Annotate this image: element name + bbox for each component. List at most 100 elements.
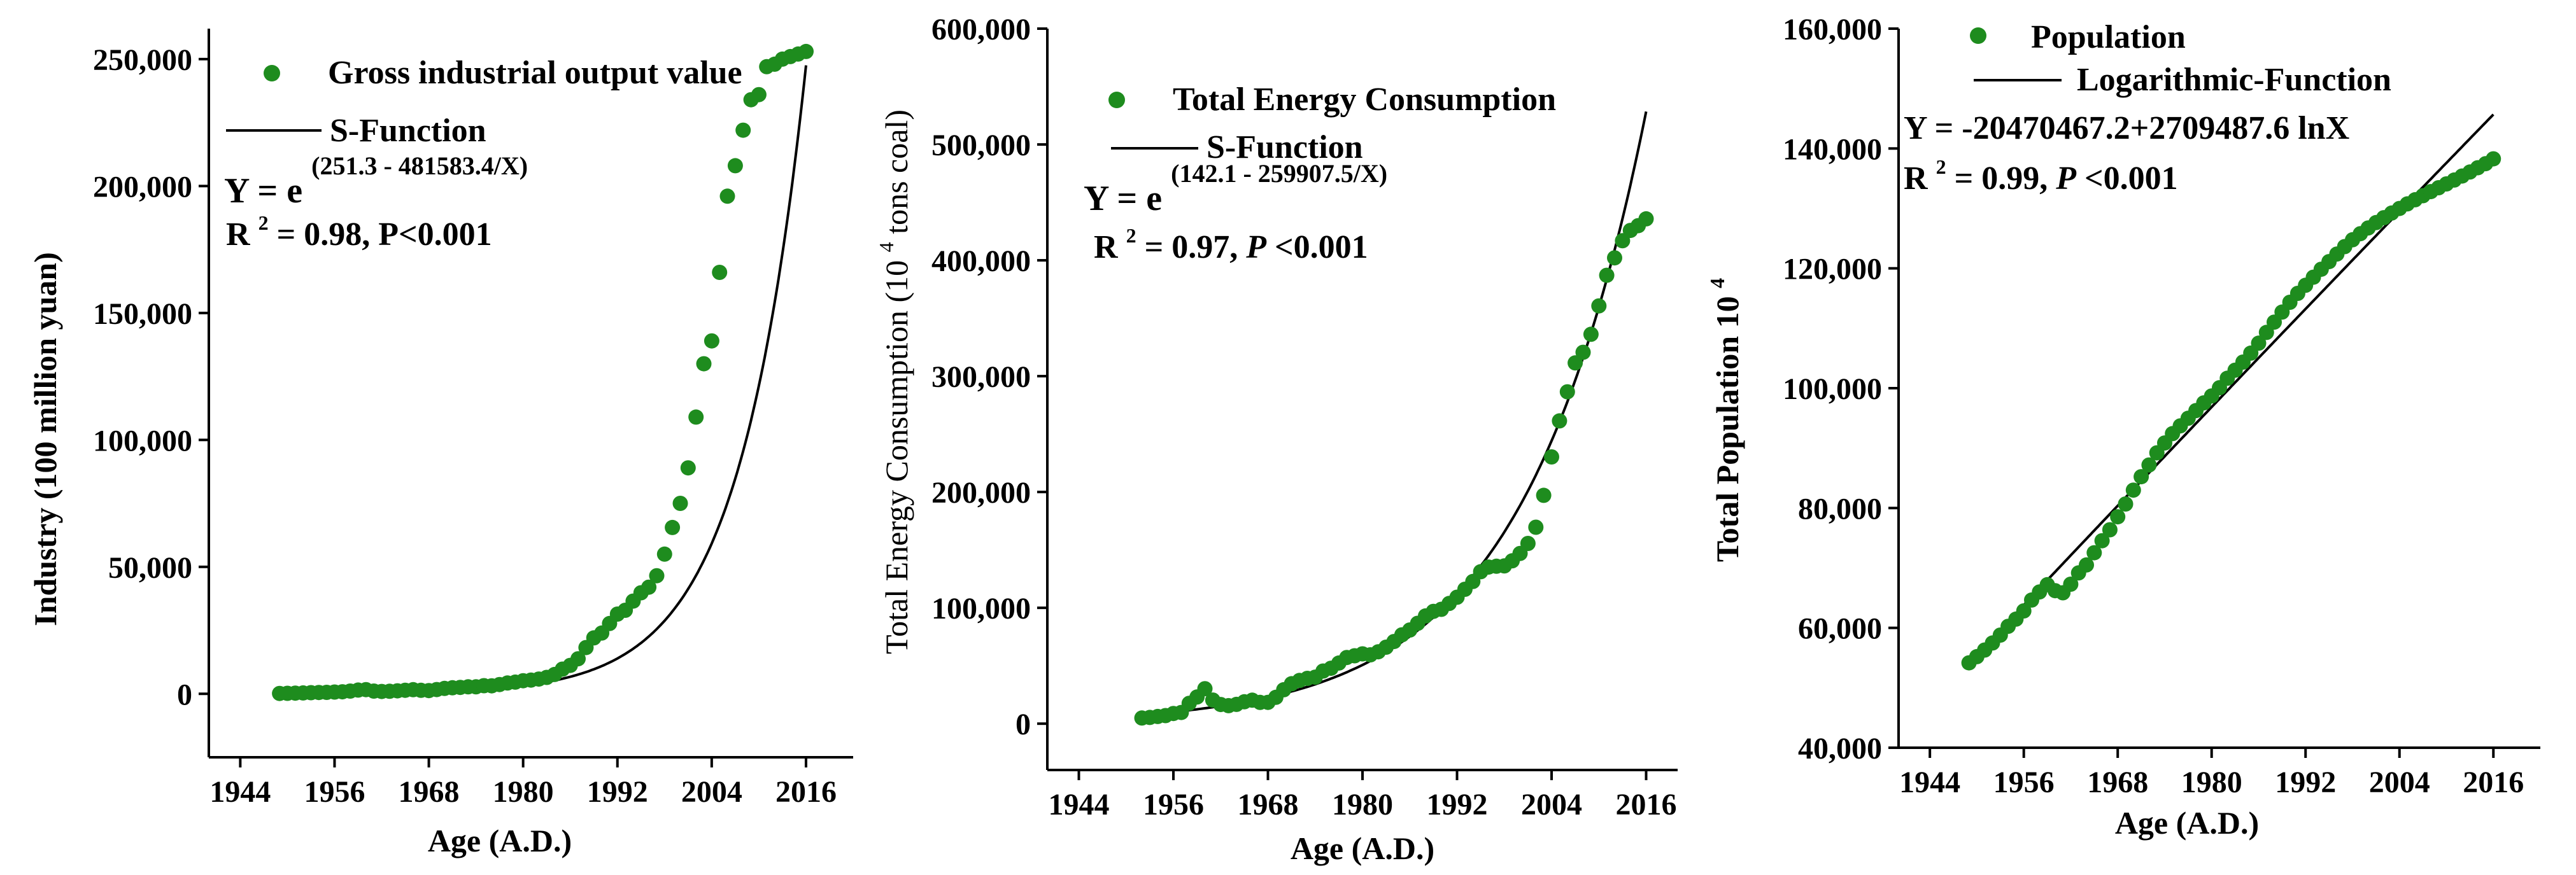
energy-x-tick-label: 1968 xyxy=(1238,788,1299,822)
industry-r-superscript: 2 xyxy=(258,211,269,234)
energy-data-point xyxy=(1197,681,1213,697)
population-y-tick-label: 120,000 xyxy=(1783,253,1882,286)
population-x-tick-label: 2004 xyxy=(2369,766,2430,799)
industry-equation-base: Y = e xyxy=(224,171,302,211)
energy-y-tick-label: 200,000 xyxy=(931,476,1031,510)
population-y-tick-label: 100,000 xyxy=(1783,372,1882,406)
industry-data-point xyxy=(735,122,751,138)
industry-data-point xyxy=(696,356,712,372)
energy-plot-area: 0 100,000 200,000 300,000 400,000 500,000 600,… xyxy=(931,13,1678,822)
energy-fit-equation: Y = e (142.1 - 259907.5/X) xyxy=(1084,159,1387,218)
industry-plot-area: 0 50,000 100,000 150,000 200,000 250,000 1944 1… xyxy=(93,29,853,809)
chart-panel-industry: 0 50,000 100,000 150,000 200,000 250,000 1944 1… xyxy=(27,29,853,858)
population-fit-stats: R 2 = 0.99, P <0.001 xyxy=(1904,145,2178,197)
population-data-point xyxy=(2141,457,2157,473)
energy-y-axis-label-main: Total Energy Consumption (10 xyxy=(879,260,914,654)
population-data-point xyxy=(2125,482,2141,498)
energy-data-point xyxy=(1536,487,1552,503)
energy-data-point xyxy=(1615,233,1631,249)
industry-data-point xyxy=(656,546,672,562)
industry-r-value: = 0.98, xyxy=(277,216,379,253)
industry-x-tick-label: 2016 xyxy=(775,775,837,809)
industry-y-tick-label: 150,000 xyxy=(93,297,192,331)
industry-data-point xyxy=(751,87,767,102)
industry-data-point xyxy=(688,409,704,425)
industry-y-tick-label: 50,000 xyxy=(108,551,192,585)
industry-legend-marker xyxy=(264,65,280,81)
population-data-point xyxy=(2134,469,2149,485)
population-y-tick-label: 80,000 xyxy=(1798,492,1882,526)
industry-legend-points-label: Gross industrial output value xyxy=(328,55,742,91)
population-x-tick-label: 2016 xyxy=(2463,766,2524,799)
industry-data-point xyxy=(680,460,696,476)
industry-x-tick-label: 1956 xyxy=(304,775,365,809)
energy-equation-exponent: (142.1 - 259907.5/X) xyxy=(1171,159,1387,188)
energy-r-superscript: 2 xyxy=(1126,224,1136,247)
population-data-point xyxy=(2063,577,2079,592)
industry-p-value: P<0.001 xyxy=(378,216,492,253)
population-x-axis-label: Age (A.D.) xyxy=(2115,805,2259,841)
industry-data-point xyxy=(727,158,743,174)
industry-fit-equation: Y = e (251.3 - 481583.4/X) xyxy=(224,151,528,211)
energy-data-point xyxy=(1528,519,1544,535)
population-p-value: <0.001 xyxy=(2084,160,2178,197)
industry-x-tick-label: 1992 xyxy=(587,775,648,809)
population-data-point xyxy=(2079,557,2094,573)
population-data-point xyxy=(2110,509,2126,525)
industry-y-tick-label: 0 xyxy=(177,678,192,711)
population-r-superscript: 2 xyxy=(1936,155,1946,178)
industry-data-point xyxy=(798,43,814,59)
industry-fit-stats: R 2 = 0.98, P<0.001 xyxy=(226,201,492,253)
energy-y-tick-label: 100,000 xyxy=(931,592,1031,626)
energy-data-point xyxy=(1544,449,1559,465)
energy-fit-stats: R 2 = 0.97, P <0.001 xyxy=(1094,214,1368,265)
chart-panel-energy: 0 100,000 200,000 300,000 400,000 500,000 600,… xyxy=(865,13,1678,866)
energy-legend-points-label: Total Energy Consumption xyxy=(1173,81,1556,118)
energy-data-point xyxy=(1559,384,1575,400)
population-x-tick-label: 1968 xyxy=(2087,766,2148,799)
industry-data-point xyxy=(704,333,719,349)
population-data-point xyxy=(2486,151,2502,167)
population-x-tick-label: 1980 xyxy=(2181,766,2242,799)
population-x-tick-label: 1944 xyxy=(1899,766,1960,799)
population-data-point xyxy=(2094,533,2110,549)
energy-y-axis-label-superscript: 4 xyxy=(875,242,898,252)
industry-x-tick-label: 1980 xyxy=(493,775,554,809)
energy-legend-marker xyxy=(1108,92,1125,108)
industry-data-point xyxy=(719,188,735,204)
energy-equation-base: Y = e xyxy=(1084,179,1162,218)
energy-data-point xyxy=(1591,298,1607,314)
population-legend-marker xyxy=(1970,27,1986,44)
energy-y-axis-label: Total Energy Consumption (10 4 tons coal… xyxy=(865,109,914,654)
energy-y-tick-label: 500,000 xyxy=(931,129,1031,162)
energy-x-tick-label: 1992 xyxy=(1427,788,1488,822)
industry-equation-exponent: (251.3 - 481583.4/X) xyxy=(311,151,528,180)
population-x-tick-label: 1956 xyxy=(1993,766,2055,799)
energy-data-point xyxy=(1575,344,1591,360)
population-x-tick-label: 1992 xyxy=(2275,766,2336,799)
industry-y-tick-label: 100,000 xyxy=(93,424,192,458)
energy-x-tick-label: 2016 xyxy=(1616,788,1677,822)
population-y-tick-label: 160,000 xyxy=(1783,13,1882,46)
population-y-axis-label-main: Total Population 10 xyxy=(1709,296,1745,562)
energy-r-label: R xyxy=(1094,229,1119,265)
energy-fit-curve xyxy=(1142,111,1648,717)
industry-x-tick-label: 1968 xyxy=(399,775,460,809)
industry-data-point xyxy=(672,496,688,511)
population-p-letter: P xyxy=(2055,160,2077,197)
energy-x-axis-label: Age (A.D.) xyxy=(1291,830,1434,866)
population-legend-line-label: Logarithmic-Function xyxy=(2077,62,2391,98)
industry-data-point xyxy=(712,265,728,280)
energy-x-tick-label: 2004 xyxy=(1521,788,1582,822)
energy-data-point xyxy=(1552,413,1568,429)
energy-y-tick-label: 0 xyxy=(1016,708,1031,741)
energy-data-point xyxy=(1520,536,1536,551)
population-data-point xyxy=(2102,522,2118,538)
energy-y-axis-label-unit: tons coal) xyxy=(879,109,914,234)
energy-x-tick-label: 1980 xyxy=(1332,788,1393,822)
energy-data-point xyxy=(1638,211,1654,227)
industry-y-tick-label: 250,000 xyxy=(93,43,192,77)
energy-y-tick-label: 600,000 xyxy=(931,13,1031,46)
industry-data-point xyxy=(641,579,657,595)
